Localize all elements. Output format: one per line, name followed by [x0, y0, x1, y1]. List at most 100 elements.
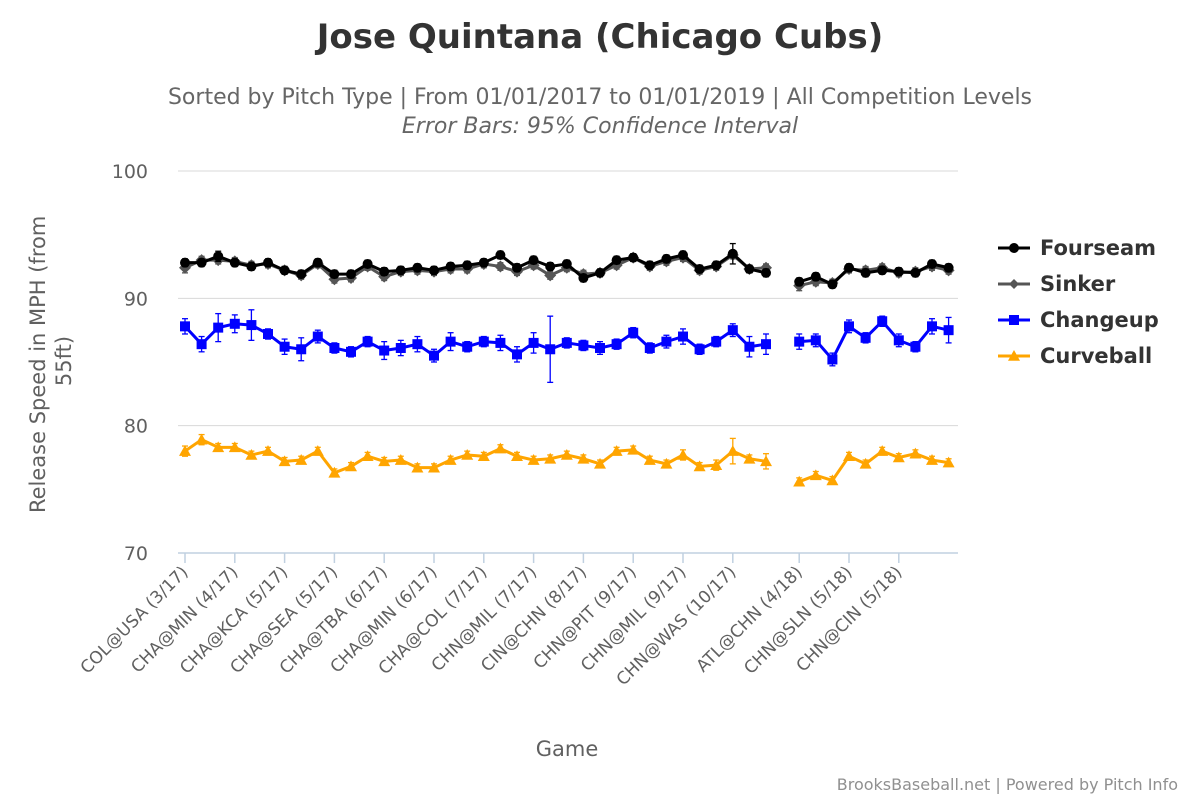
changeup-line — [799, 319, 949, 361]
changeup-point — [412, 339, 423, 350]
fourseam-point — [246, 261, 257, 272]
curveball-point — [876, 445, 889, 456]
fourseam-point — [578, 272, 589, 283]
curveball-point — [394, 454, 407, 465]
curveball-point — [743, 452, 756, 464]
curveball-point — [361, 450, 374, 462]
curveball-point — [726, 445, 739, 456]
y-tick-label: 100 — [112, 161, 148, 183]
changeup-point — [512, 349, 522, 360]
changeup-point — [429, 350, 439, 361]
changeup-point — [545, 344, 556, 355]
changeup-point — [528, 337, 539, 348]
changeup-point — [694, 344, 705, 355]
changeup-point — [877, 316, 888, 327]
sinker-line — [798, 265, 949, 288]
curveball-point — [511, 450, 523, 462]
curveball-point — [809, 469, 822, 481]
fourseam-line — [798, 262, 949, 286]
y-tick-label: 90 — [124, 288, 148, 310]
y-tick-label: 70 — [124, 543, 148, 565]
fourseam-point — [661, 253, 672, 264]
fourseam-point — [744, 264, 755, 275]
fourseam-point — [860, 267, 871, 278]
legend-label-changeup: Changeup — [1040, 308, 1159, 332]
y-axis-label: Release Speed in MPH (from 55ft) — [26, 209, 76, 513]
changeup-point — [910, 341, 921, 352]
curveball-point — [560, 448, 573, 460]
fourseam-point — [810, 271, 821, 282]
sinker-point — [544, 269, 557, 282]
curveball-point — [527, 454, 540, 465]
curveball-point — [760, 455, 772, 467]
fourseam-point — [462, 260, 473, 271]
changeup-point — [844, 321, 854, 332]
series-curveball — [179, 433, 955, 487]
changeup-point — [644, 342, 655, 353]
curveball-point — [461, 448, 474, 460]
legend-item-changeup[interactable]: Changeup — [998, 308, 1159, 332]
fourseam-point — [346, 269, 356, 280]
curveball-point — [627, 443, 640, 455]
curveball-point — [942, 456, 955, 468]
series-changeup — [180, 309, 954, 384]
fourseam-point — [312, 257, 323, 268]
changeup-point — [246, 320, 257, 331]
fourseam-point — [761, 267, 771, 278]
changeup-point — [213, 322, 224, 333]
fourseam-point — [910, 267, 921, 278]
fourseam-point — [263, 257, 273, 268]
changeup-point — [661, 336, 672, 347]
legend-item-curveball[interactable]: Curveball — [998, 344, 1152, 368]
changeup-point — [379, 345, 390, 356]
changeup-point — [395, 342, 406, 353]
series-fourseam — [180, 242, 954, 290]
fourseam-point — [412, 262, 423, 273]
changeup-point — [744, 341, 755, 352]
y-axis-label-line-1: Release Speed in MPH (from — [26, 216, 50, 513]
curveball-point — [378, 455, 391, 467]
chart-title: Jose Quintana (Chicago Cubs) — [315, 17, 884, 57]
curveball-point — [826, 474, 839, 486]
curveball-point — [228, 441, 241, 453]
fourseam-point — [893, 266, 904, 277]
changeup-point — [362, 336, 373, 347]
legend-item-sinker[interactable]: Sinker — [998, 272, 1116, 296]
legend-marker-sinker — [1009, 279, 1019, 289]
changeup-point — [927, 321, 937, 332]
curveball-point — [262, 445, 274, 456]
curveball-point — [345, 460, 357, 472]
changeup-point — [561, 337, 572, 348]
changeup-point — [196, 339, 207, 350]
fourseam-point — [296, 269, 307, 280]
changeup-point — [711, 336, 722, 347]
grid-layer — [178, 170, 958, 427]
fourseam-point — [943, 262, 954, 273]
fourseam-point — [196, 257, 207, 268]
legend-marker-fourseam — [1009, 243, 1019, 253]
fourseam-point — [229, 257, 240, 268]
changeup-point — [761, 339, 771, 350]
fourseam-point — [213, 251, 224, 262]
curveball-point — [311, 445, 324, 456]
curveball-point — [843, 450, 855, 462]
curveball-point — [444, 454, 457, 465]
legend-item-fourseam[interactable]: Fourseam — [998, 236, 1156, 260]
chart-subtitle-error-bars: Error Bars: 95% Confidence Interval — [402, 114, 798, 139]
changeup-point — [628, 327, 639, 338]
fourseam-point — [611, 255, 622, 266]
changeup-point — [578, 340, 589, 351]
changeup-point — [445, 336, 456, 347]
curveball-point — [693, 460, 706, 472]
changeup-point — [595, 342, 605, 353]
curveball-point — [179, 445, 191, 456]
changeup-point — [678, 331, 688, 342]
curveball-point — [278, 455, 291, 467]
curveball-point — [926, 454, 938, 465]
fourseam-point — [512, 262, 522, 273]
changeup-point — [860, 332, 871, 343]
curveball-point — [328, 466, 341, 478]
legend-label-fourseam: Fourseam — [1040, 236, 1156, 260]
fourseam-point — [545, 261, 556, 272]
changeup-point — [462, 341, 473, 352]
